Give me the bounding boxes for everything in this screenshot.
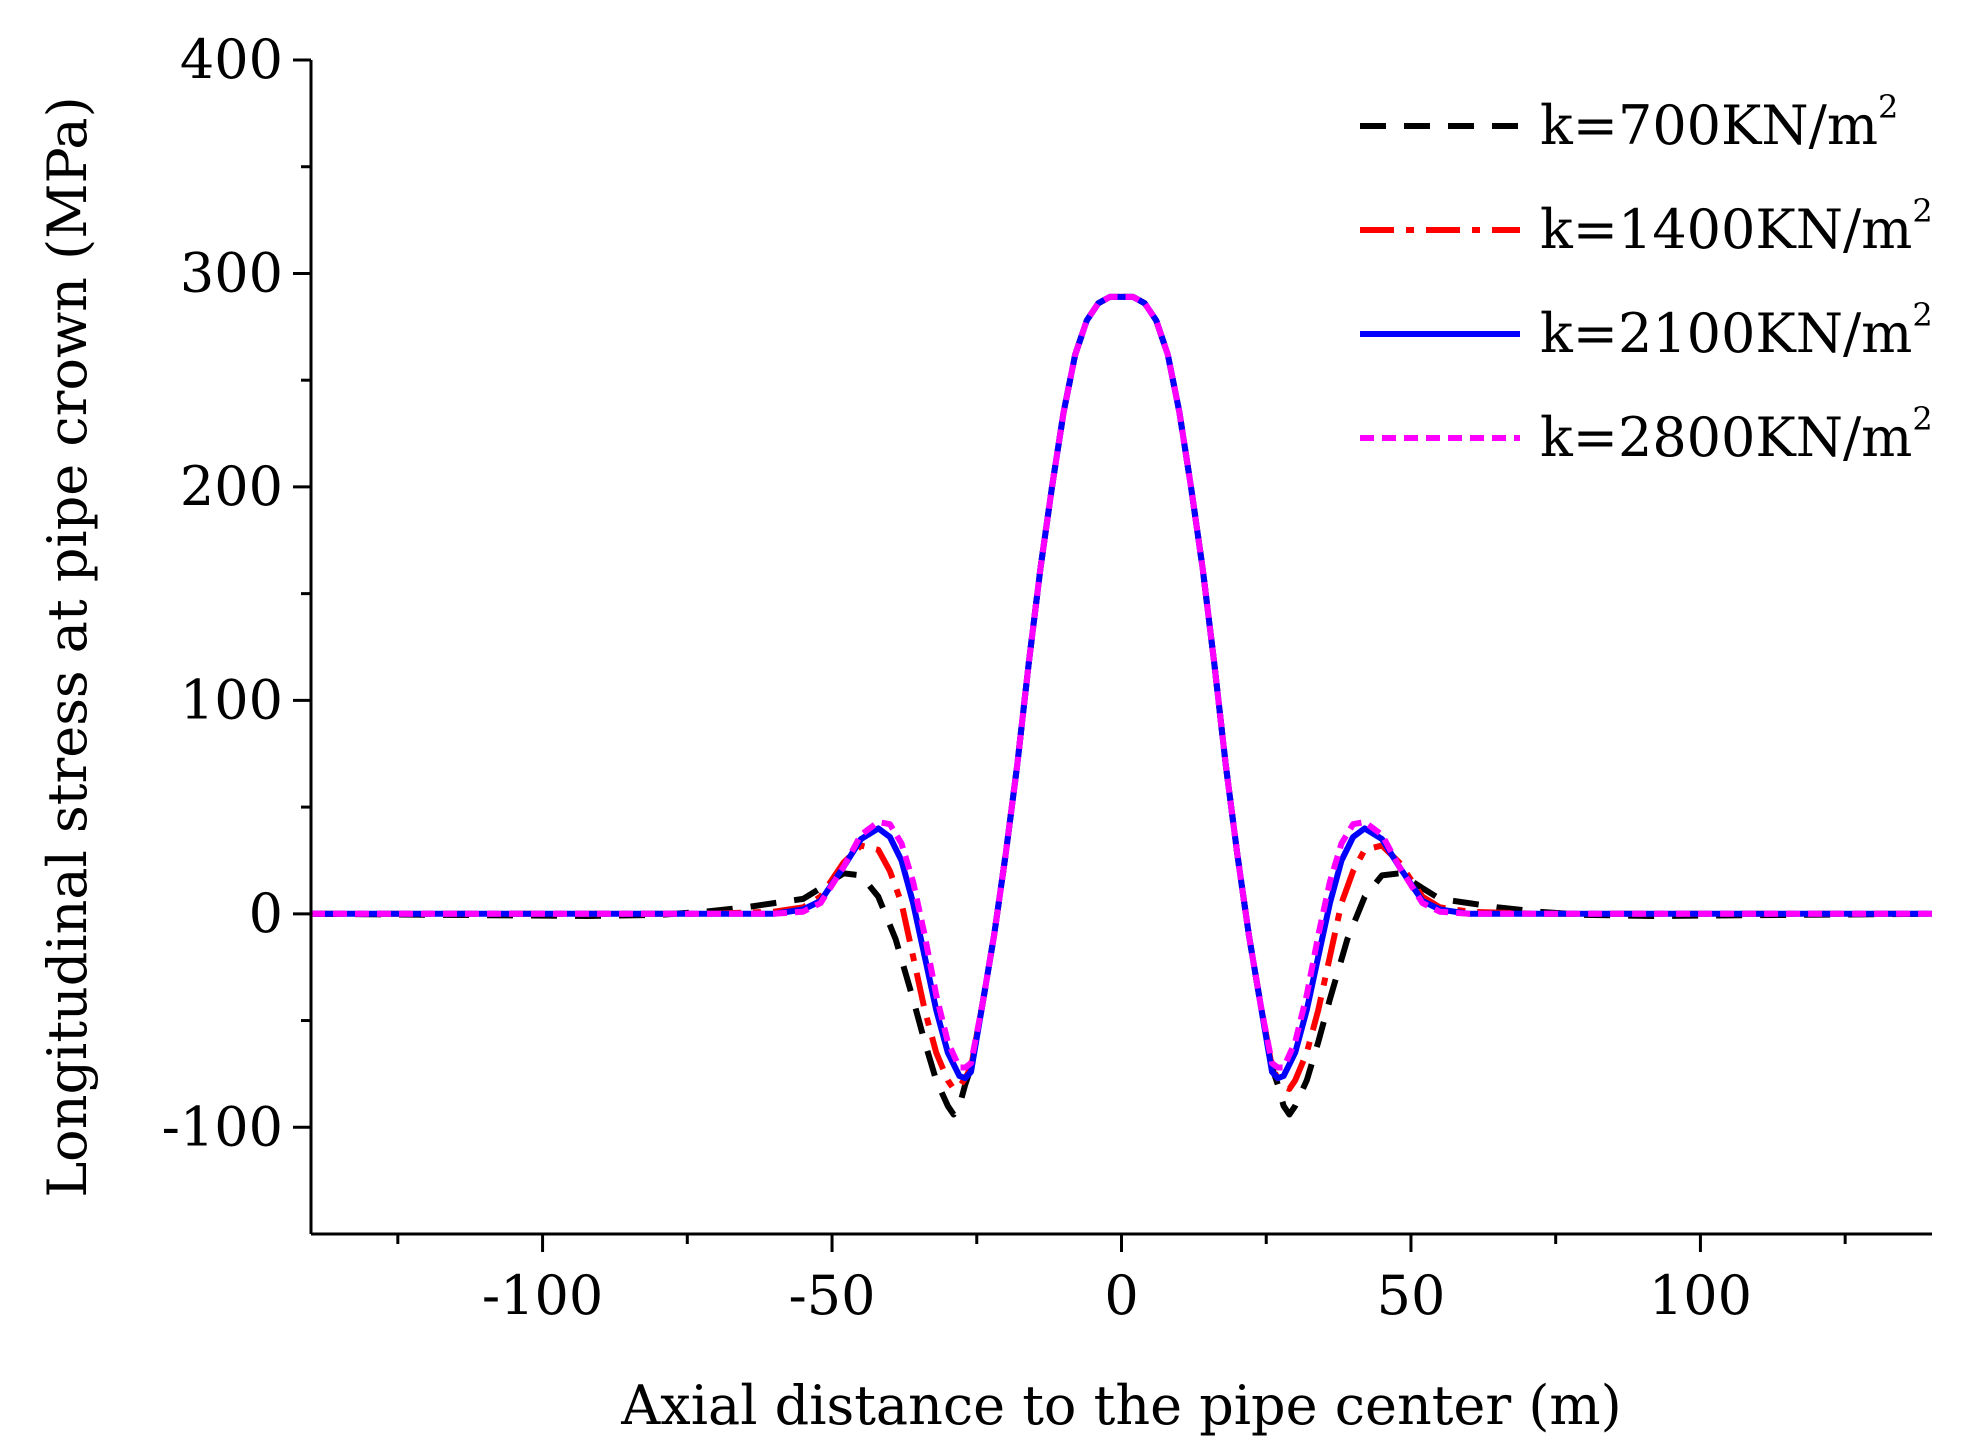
legend-label: k=2100KN/m2 (1540, 296, 1933, 365)
x-tick-label: 100 (1649, 1264, 1752, 1327)
y-tick-label: 300 (180, 241, 283, 304)
series-line-1 (310, 293, 1933, 1118)
legend-label-superscript: 2 (1912, 192, 1932, 230)
legend-label: k=2800KN/m2 (1540, 400, 1933, 469)
x-tick-label: -50 (789, 1264, 876, 1327)
x-tick-label: 0 (1104, 1264, 1138, 1327)
x-tick-label: 50 (1377, 1264, 1446, 1327)
y-axis-title: Longitudinal stress at pipe crown (MPa) (36, 96, 99, 1197)
axes-layer: -100 0 100 200 300 400 -100 -50 0 50 100 Axial dist… (36, 28, 1932, 1437)
legend-label-superscript: 2 (1912, 296, 1932, 334)
x-tick-label: -100 (482, 1264, 603, 1327)
x-axis-title: Axial distance to the pipe center (m) (620, 1374, 1621, 1437)
legend-item-2: k=1400KN/m2 (1360, 192, 1933, 261)
y-tick-label: -100 (162, 1095, 283, 1158)
y-tick-label: 400 (180, 28, 283, 91)
legend-label-superscript: 2 (1912, 400, 1932, 438)
legend-item-4: k=2800KN/m2 (1360, 400, 1933, 469)
series-line-4 (311, 293, 1932, 1071)
legend-label: k=700KN/m2 (1540, 88, 1898, 157)
y-tick-label: 200 (180, 455, 283, 518)
legend-label-superscript: 2 (1878, 88, 1898, 126)
y-tick-label: 0 (249, 882, 283, 945)
y-tick-label: 100 (180, 668, 283, 731)
legend: k=700KN/m2 k=1400KN/m2 k=2100KN/m2 k=2800KN… (1360, 88, 1933, 469)
legend-item-1: k=700KN/m2 (1360, 88, 1898, 157)
legend-label: k=1400KN/m2 (1540, 192, 1933, 261)
legend-item-3: k=2100KN/m2 (1360, 296, 1933, 365)
series-layer (310, 293, 1933, 1118)
series-line-3 (311, 293, 1932, 1082)
